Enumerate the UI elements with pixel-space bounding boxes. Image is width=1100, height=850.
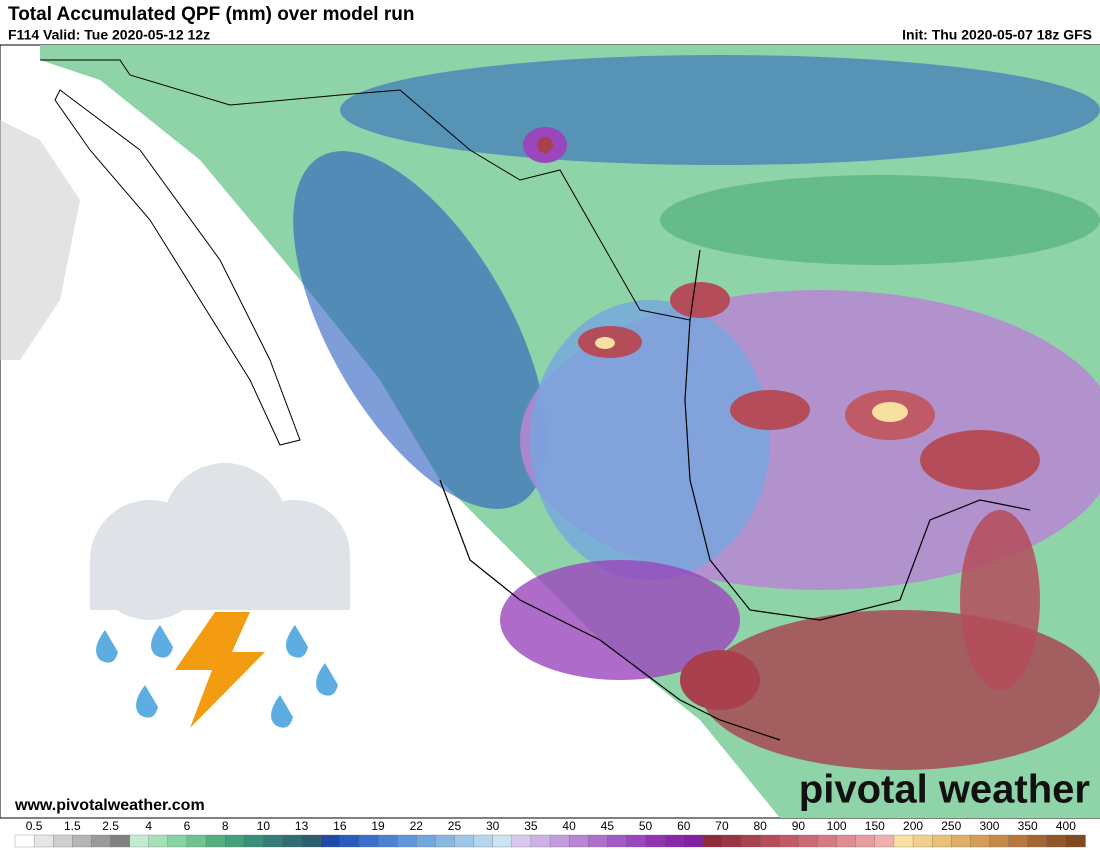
legend-swatch — [702, 834, 723, 848]
legend-swatch — [416, 834, 437, 848]
legend-swatch — [320, 834, 341, 848]
legend-label: 70 — [715, 819, 729, 833]
legend-swatch — [588, 834, 608, 848]
legend-swatch — [244, 834, 265, 848]
legend-label: 40 — [562, 819, 576, 833]
legend-label: 45 — [601, 819, 615, 833]
legend-swatch — [970, 834, 991, 848]
legend-swatch — [626, 834, 647, 848]
init-time: Init: Thu 2020-05-07 18z GFS — [902, 27, 1092, 43]
legend-swatch — [683, 834, 704, 848]
legend-label: 50 — [639, 819, 653, 833]
legend-swatch — [549, 834, 570, 848]
legend-swatch — [1046, 834, 1067, 848]
legend-swatch — [760, 834, 780, 848]
legend-swatch — [148, 834, 169, 848]
legend-label: 13 — [295, 819, 309, 833]
legend-swatch — [72, 834, 93, 848]
legend-label: 250 — [941, 819, 961, 833]
legend-swatch — [951, 834, 972, 848]
legend-label: 10 — [257, 819, 271, 833]
legend-swatch — [492, 834, 513, 848]
legend-swatch — [225, 834, 245, 848]
legend-label: 150 — [865, 819, 885, 833]
legend-label: 8 — [222, 819, 229, 833]
legend-swatch — [435, 834, 456, 848]
legend-swatch — [989, 834, 1010, 848]
legend-swatch — [568, 834, 589, 848]
legend-swatch — [530, 834, 551, 848]
legend-swatch — [817, 834, 838, 848]
legend-label: 200 — [903, 819, 923, 833]
valid-time: F114 Valid: Tue 2020-05-12 12z — [8, 27, 210, 43]
legend: 0.5 1.5 2.5 4 6 8 10 13 16 19 22 25 30 35 40 45 50 60 70 80… — [14, 819, 1086, 848]
legend-swatch — [167, 834, 188, 848]
legend-swatch — [931, 834, 952, 848]
legend-label: 22 — [410, 819, 424, 833]
legend-label: 90 — [792, 819, 806, 833]
legend-swatch — [205, 834, 226, 848]
legend-swatch — [91, 834, 112, 848]
weather-icon — [90, 463, 350, 728]
legend-swatch — [779, 834, 800, 848]
legend-swatch — [1027, 834, 1048, 848]
legend-label: 16 — [333, 819, 347, 833]
legend-swatch — [912, 834, 933, 848]
legend-swatch — [186, 834, 207, 848]
legend-label: 0.5 — [26, 819, 43, 833]
legend-swatch — [53, 834, 73, 848]
legend-swatch — [511, 834, 532, 848]
legend-swatch — [1065, 834, 1086, 848]
legend-swatch — [129, 834, 150, 848]
legend-swatch — [377, 834, 398, 848]
legend-swatch — [607, 834, 628, 848]
map — [0, 44, 1100, 819]
legend-swatch — [14, 834, 35, 848]
legend-swatch — [721, 834, 742, 848]
legend-label: 80 — [753, 819, 767, 833]
legend-label: 2.5 — [102, 819, 119, 833]
legend-swatch — [454, 834, 475, 848]
legend-swatch — [282, 834, 303, 848]
legend-swatch — [855, 834, 876, 848]
legend-swatch — [893, 834, 914, 848]
legend-label: 30 — [486, 819, 500, 833]
legend-label: 60 — [677, 819, 691, 833]
legend-label: 6 — [184, 819, 191, 833]
legend-label: 350 — [1018, 819, 1038, 833]
legend-swatch — [664, 834, 685, 848]
legend-swatch — [645, 834, 666, 848]
legend-label: 25 — [448, 819, 462, 833]
legend-swatch — [358, 834, 379, 848]
legend-swatch — [874, 834, 895, 848]
legend-swatch — [339, 834, 360, 848]
legend-swatch — [836, 834, 857, 848]
legend-label: 400 — [1056, 819, 1076, 833]
legend-swatch — [1008, 834, 1029, 848]
legend-label: 35 — [524, 819, 538, 833]
legend-swatch — [263, 834, 284, 848]
site-url: www.pivotalweather.com — [14, 797, 205, 814]
legend-label: 19 — [371, 819, 385, 833]
legend-label: 1.5 — [64, 819, 81, 833]
legend-swatch — [301, 834, 322, 848]
legend-swatch — [740, 834, 761, 848]
legend-label: 100 — [827, 819, 847, 833]
legend-swatch — [110, 834, 131, 848]
legend-swatch — [798, 834, 819, 848]
legend-swatch — [473, 834, 494, 848]
legend-swatch — [33, 834, 54, 848]
legend-swatch — [396, 834, 417, 848]
logo: pivotal weather — [799, 768, 1090, 812]
legend-label: 300 — [979, 819, 999, 833]
title: Total Accumulated QPF (mm) over model ru… — [8, 4, 414, 25]
legend-label: 4 — [145, 819, 152, 833]
